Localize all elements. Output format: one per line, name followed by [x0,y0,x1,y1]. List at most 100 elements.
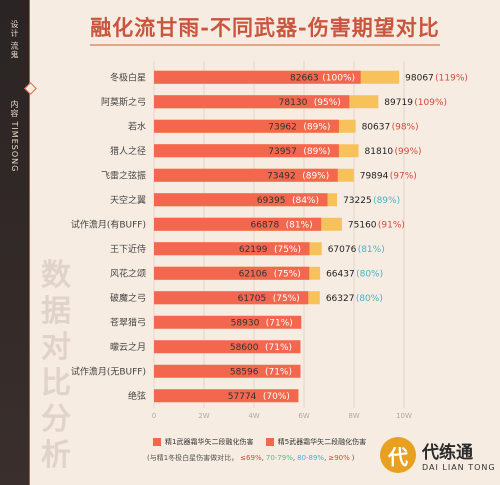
category-label: 苍翠猎弓 [110,316,146,328]
legend: 精1武器霜华矢二段融化伤害 精5武器霜华矢二段融化伤害 [145,437,366,447]
pct-label-refine1: (95%) [314,98,341,108]
sidebar-designer-text: 设计 流鬼 [10,20,19,60]
category-label: 绝弦 [128,390,146,402]
category-label: 天空之翼 [110,194,146,206]
value-label-refine1: 58600 [230,343,259,353]
note-prefix: (与精1冬极白星伤害做对比， [147,454,239,462]
category-label: 冬极白星 [110,71,146,83]
pct-label-refine5: (98%) [392,122,419,132]
legend-swatch-refine1 [153,438,161,446]
category-label: 若水 [128,120,146,132]
value-label-refine5: 79894 [360,171,389,181]
note-band-2: 70-79% [265,454,293,462]
pct-label-refine1: (100%) [322,73,355,83]
x-tick-label: 6W [298,412,309,420]
x-tick-label: 8W [348,412,359,420]
sidebar-divider [29,0,30,485]
pct-label-refine1: (75%) [273,294,300,304]
value-label-refine1: 73492 [267,171,296,181]
bar-refine1 [154,340,301,354]
value-label-refine5: 89719 [384,98,413,108]
value-label-refine5: 66437 [326,269,355,279]
pct-label-refine5: (109%) [414,98,447,108]
pct-label-refine5: (91%) [378,220,405,230]
value-label-refine1: 61705 [238,294,267,304]
bar-refine1 [154,70,361,84]
value-label-refine1: 62199 [239,245,268,255]
category-label: 试作澹月(有BUFF) [71,218,146,230]
category-label: 试作澹月(无BUFF) [71,365,146,377]
pct-label-refine1: (89%) [302,171,329,181]
pct-label-refine5: (89%) [373,196,400,206]
bar-refine1 [154,291,309,305]
category-label: 飞雷之弦振 [101,169,146,181]
value-label-refine1: 73957 [268,147,297,157]
bar-refine1 [154,364,301,378]
pct-label-refine5: (99%) [395,147,422,157]
pct-label-refine1: (75%) [274,245,301,255]
pct-label-refine5: (80%) [356,294,383,304]
value-label-refine1: 69395 [257,196,286,206]
x-tick-label: 10W [396,412,412,420]
legend-label-refine1: 精1武器霜华矢二段融化伤害 [165,438,254,446]
pct-label-refine5: (119%) [435,73,468,83]
logo-mark-icon: 代 [380,437,416,473]
note-band-1: ≤69% [240,454,262,462]
bar-refine1 [154,266,310,280]
legend-swatch-refine5 [265,438,274,446]
bar-refine1 [154,168,338,182]
pct-label-refine1: (81%) [286,220,313,230]
x-tick-label: 2W [198,412,209,420]
note-band-4: ≥90% [328,454,350,462]
x-tick-label: 4W [248,412,259,420]
category-label: 猎人之径 [110,145,146,157]
value-label-refine5: 98067 [405,73,434,83]
bar-refine1 [154,217,322,231]
sidebar: 设计 流鬼 内容 TIMESONG [0,0,30,485]
pct-label-refine1: (75%) [274,269,301,279]
pct-label-refine1: (70%) [263,392,290,402]
comparison-note: (与精1冬极白星伤害做对比， ≤69%, 70-79%, 80-89%, ≥90%) [147,454,355,462]
bar-refine1 [154,242,310,256]
category-label: 风花之颂 [110,267,146,279]
note-suffix: ) [351,454,355,462]
pct-label-refine1: (89%) [303,147,330,157]
bar-refine1 [154,95,350,109]
value-label-refine5: 80637 [362,122,391,132]
bar-refine1 [154,315,302,329]
watermark-text: 数据对比分析 [41,258,71,473]
category-label: 阿莫斯之弓 [101,96,146,108]
pct-label-refine5: (97%) [390,171,417,181]
logo: 代 代练通 DAI LIAN TONG [380,430,498,480]
pct-label-refine1: (84%) [292,196,319,206]
category-label: 破魔之弓 [110,292,146,304]
logo-text: 代练通 [422,443,473,463]
value-label-refine1: 73962 [268,122,297,132]
value-label-refine5: 66327 [326,294,355,304]
bar-refine1 [154,193,328,207]
pct-label-refine5: (81%) [358,245,385,255]
value-label-refine1: 58596 [230,367,259,377]
value-label-refine1: 57774 [228,392,257,402]
sidebar-content-text: 内容 TIMESONG [10,100,19,173]
value-label-refine5: 67076 [328,245,357,255]
chart-title: 融化流甘雨-不同武器-伤害期望对比 [90,15,440,40]
pct-label-refine1: (71%) [265,367,292,377]
title-underline [90,44,440,46]
value-label-refine1: 82663 [290,73,319,83]
value-label-refine1: 62106 [239,269,268,279]
pct-label-refine5: (80%) [356,269,383,279]
bar-refine1 [154,144,339,158]
category-label: 曚云之月 [110,341,146,353]
value-label-refine5: 75160 [348,220,377,230]
pct-label-refine1: (89%) [303,122,330,132]
bar-refine1 [154,119,339,133]
logo-subtext: DAI LIAN TONG [422,463,496,472]
value-label-refine5: 73225 [343,196,372,206]
note-band-3: 80-89% [297,454,325,462]
value-label-refine1: 78130 [279,98,308,108]
value-label-refine1: 66878 [251,220,280,230]
value-label-refine1: 58930 [231,318,260,328]
pct-label-refine1: (71%) [265,343,292,353]
